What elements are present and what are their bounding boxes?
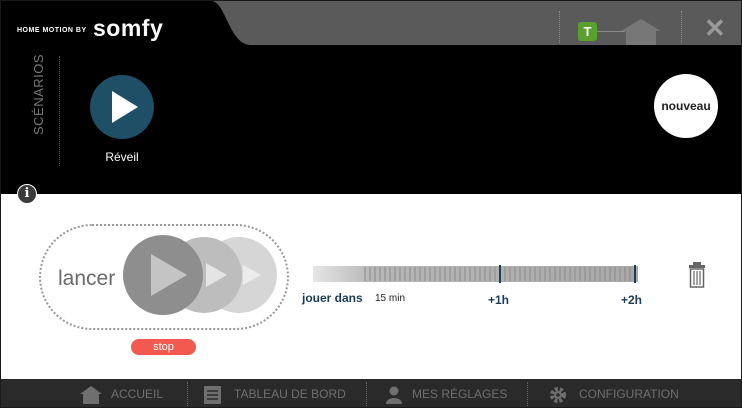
delay-timeline-slider[interactable] (313, 263, 643, 285)
home-icon[interactable] (621, 19, 661, 45)
bottom-nav (1, 379, 741, 407)
launch-play-button[interactable] (123, 234, 278, 316)
info-icon[interactable]: i (17, 184, 37, 204)
play-icon (112, 91, 138, 123)
gear-icon (550, 387, 566, 403)
brand-tab (1, 1, 741, 48)
launch-label: lancer (58, 267, 116, 290)
nav-separator (187, 382, 188, 406)
tick-label-2h: +2h (621, 293, 643, 307)
brand-logo: somfy (93, 15, 164, 41)
header-separator (681, 11, 682, 43)
scenario-label: Réveil (105, 150, 139, 164)
timeline-ticks (364, 265, 636, 283)
close-icon[interactable]: ✕ (704, 13, 726, 43)
scenario-reveil-button[interactable] (90, 75, 154, 139)
new-scenario-button[interactable]: nouveau (654, 74, 718, 138)
nav-item-mes-reglages[interactable]: MES RÉGLAGES (412, 387, 508, 401)
dashboard-icon (204, 386, 221, 404)
trash-icon[interactable] (688, 262, 706, 288)
nav-separator (527, 382, 528, 406)
t-badge-icon[interactable]: T (578, 22, 597, 41)
brand-tagline: HOME MOTION BY (17, 27, 87, 34)
launch-control (39, 224, 289, 330)
header-separator (559, 11, 560, 43)
section-separator (59, 56, 60, 166)
nav-separator (366, 382, 367, 406)
nav-item-accueil[interactable]: ACCUEIL (111, 387, 164, 401)
user-icon (386, 386, 402, 404)
nav-item-tableau-de-bord[interactable]: TABLEAU DE BORD (234, 387, 346, 401)
stop-button[interactable]: stop (131, 339, 196, 355)
home-icon (80, 386, 102, 404)
play-in-label: jouer dans (302, 291, 363, 305)
play-in-value: 15 min (375, 293, 406, 304)
scenarios-section-label: SCÉNARIOS (31, 53, 46, 135)
tick-label-1h: +1h (488, 293, 510, 307)
nav-item-configuration[interactable]: CONFIGURATION (579, 387, 679, 401)
connector-line (597, 31, 625, 32)
